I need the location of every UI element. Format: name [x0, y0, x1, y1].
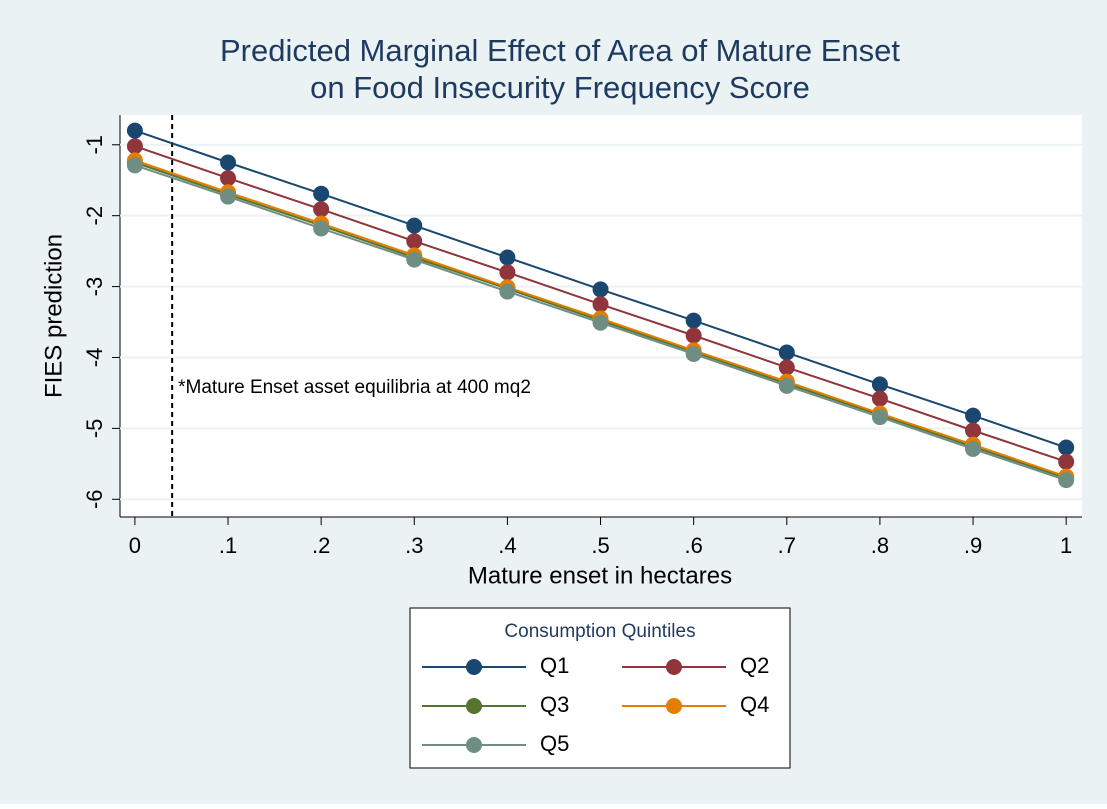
- legend-marker: [666, 698, 682, 714]
- x-tick-label: 0: [129, 533, 141, 558]
- data-point: [778, 344, 795, 361]
- data-point: [778, 377, 795, 394]
- data-point: [313, 185, 330, 202]
- legend-label: Q3: [540, 692, 569, 717]
- x-tick-label: .5: [591, 533, 609, 558]
- chart-subtitle: on Food Insecurity Frequency Score: [310, 70, 810, 105]
- x-tick-label: .4: [498, 533, 516, 558]
- data-point: [592, 314, 609, 331]
- data-point: [126, 122, 143, 139]
- data-point: [592, 281, 609, 298]
- data-point: [1058, 472, 1075, 489]
- y-tick-label: -5: [82, 419, 107, 439]
- data-point: [499, 283, 516, 300]
- data-point: [313, 201, 330, 218]
- data-point: [499, 264, 516, 281]
- x-tick-label: .3: [405, 533, 423, 558]
- data-point: [965, 407, 982, 424]
- data-point: [592, 296, 609, 313]
- y-axis-label: FIES prediction: [40, 234, 67, 398]
- y-tick-label: -4: [82, 348, 107, 368]
- data-point: [220, 170, 237, 187]
- data-point: [778, 359, 795, 376]
- x-tick-label: 1: [1060, 533, 1072, 558]
- legend-title: Consumption Quintiles: [504, 621, 695, 642]
- data-point: [871, 409, 888, 426]
- data-point: [1058, 439, 1075, 456]
- x-tick-label: .1: [219, 533, 237, 558]
- legend-marker: [466, 698, 482, 714]
- data-point: [126, 138, 143, 155]
- data-point: [871, 376, 888, 393]
- x-tick-label: .8: [871, 533, 889, 558]
- data-point: [126, 157, 143, 174]
- y-tick-label: -6: [82, 489, 107, 509]
- y-tick-label: -2: [82, 206, 107, 226]
- data-point: [406, 251, 423, 268]
- data-point: [685, 345, 702, 362]
- x-tick-label: .6: [684, 533, 702, 558]
- legend-label: Q4: [740, 692, 769, 717]
- data-point: [406, 233, 423, 250]
- data-point: [220, 188, 237, 205]
- data-point: [871, 390, 888, 407]
- legend-label: Q1: [540, 653, 569, 678]
- data-point: [965, 422, 982, 439]
- data-point: [313, 220, 330, 237]
- annotation: *Mature Enset asset equilibria at 400 mq…: [178, 377, 531, 398]
- x-tick-label: .2: [312, 533, 330, 558]
- data-point: [965, 440, 982, 457]
- legend-label: Q2: [740, 653, 769, 678]
- data-point: [685, 312, 702, 329]
- legend-marker: [466, 659, 482, 675]
- y-tick-label: -3: [82, 277, 107, 297]
- data-point: [220, 154, 237, 171]
- x-tick-label: .7: [778, 533, 796, 558]
- chart-title: Predicted Marginal Effect of Area of Mat…: [220, 33, 900, 68]
- data-point: [406, 217, 423, 234]
- legend-marker: [466, 737, 482, 753]
- x-axis-label: Mature enset in hectares: [468, 562, 732, 589]
- y-tick-label: -1: [82, 135, 107, 155]
- data-point: [1058, 453, 1075, 470]
- data-point: [685, 327, 702, 344]
- legend-label: Q5: [540, 731, 569, 756]
- legend-marker: [666, 659, 682, 675]
- x-tick-label: .9: [964, 533, 982, 558]
- data-point: [499, 249, 516, 266]
